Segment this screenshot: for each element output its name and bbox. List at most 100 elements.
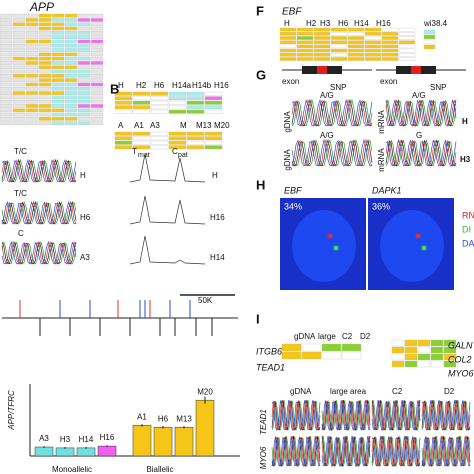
snp bbox=[317, 66, 327, 74]
cell bbox=[404, 346, 418, 354]
cell bbox=[423, 44, 436, 50]
cell bbox=[38, 18, 52, 22]
cell bbox=[90, 65, 104, 70]
trace bbox=[371, 399, 421, 431]
cell bbox=[38, 108, 52, 113]
cell bbox=[186, 96, 205, 101]
cell bbox=[51, 48, 65, 52]
cell bbox=[313, 40, 331, 44]
cell bbox=[381, 32, 399, 36]
cell bbox=[381, 27, 399, 32]
cell bbox=[25, 117, 39, 121]
trace bbox=[271, 436, 321, 467]
cell bbox=[38, 69, 52, 74]
cell bbox=[364, 48, 382, 53]
cell bbox=[12, 31, 26, 35]
cell bbox=[12, 86, 26, 91]
call: G bbox=[416, 131, 422, 140]
cell bbox=[168, 105, 187, 110]
cell bbox=[25, 61, 39, 65]
cell bbox=[25, 78, 39, 82]
row-label: MYO6 bbox=[259, 446, 268, 469]
cell bbox=[90, 56, 104, 61]
x-tick-label: A1 bbox=[137, 413, 147, 422]
cell bbox=[114, 145, 133, 150]
cell bbox=[132, 145, 151, 150]
cell bbox=[12, 61, 26, 65]
cell bbox=[25, 48, 39, 52]
cell bbox=[38, 121, 52, 125]
cell bbox=[301, 343, 322, 352]
cell bbox=[90, 121, 104, 125]
cell bbox=[12, 69, 26, 74]
panel-label: I bbox=[256, 311, 260, 326]
cell bbox=[168, 109, 187, 114]
cell bbox=[51, 56, 65, 61]
cell bbox=[90, 104, 104, 108]
cell bbox=[77, 112, 91, 117]
cell bbox=[77, 48, 91, 52]
trace bbox=[291, 98, 373, 127]
cell bbox=[0, 108, 13, 113]
trace bbox=[1, 240, 77, 265]
col: M13 bbox=[196, 121, 212, 130]
x-tick-label: H16 bbox=[100, 433, 115, 442]
cell bbox=[38, 117, 52, 121]
cell bbox=[0, 26, 13, 31]
cell bbox=[51, 26, 65, 31]
trace bbox=[385, 139, 457, 167]
cell bbox=[186, 140, 205, 145]
cell bbox=[90, 95, 104, 100]
cell bbox=[330, 44, 348, 49]
cell bbox=[12, 121, 26, 125]
cell bbox=[25, 99, 39, 104]
cell bbox=[186, 91, 205, 96]
cell bbox=[381, 48, 399, 53]
cell bbox=[443, 360, 457, 368]
cell bbox=[77, 86, 91, 91]
cell bbox=[186, 109, 205, 114]
col: H16 bbox=[376, 19, 391, 28]
trace bbox=[291, 138, 373, 167]
cell bbox=[296, 53, 314, 57]
cell bbox=[0, 35, 13, 39]
cell bbox=[204, 100, 223, 105]
cell bbox=[313, 27, 331, 32]
cell bbox=[364, 53, 382, 57]
trace bbox=[421, 435, 471, 467]
cell bbox=[64, 108, 78, 113]
cell bbox=[51, 99, 65, 104]
cell bbox=[51, 91, 65, 95]
cell bbox=[0, 52, 13, 57]
col: H6 bbox=[338, 19, 349, 28]
cell bbox=[114, 109, 133, 114]
legend: RN bbox=[462, 210, 474, 220]
cell bbox=[77, 69, 91, 74]
cell bbox=[51, 86, 65, 91]
cell bbox=[64, 99, 78, 104]
cell bbox=[204, 109, 223, 114]
cell bbox=[90, 26, 104, 31]
cell bbox=[64, 13, 78, 18]
trace bbox=[1, 200, 77, 225]
cell bbox=[321, 343, 342, 352]
trace bbox=[129, 153, 206, 183]
cell bbox=[417, 346, 431, 354]
cell bbox=[90, 91, 104, 95]
cell bbox=[38, 99, 52, 104]
trace bbox=[421, 436, 471, 467]
cell bbox=[77, 22, 91, 27]
cell bbox=[330, 36, 348, 40]
col: H14b bbox=[192, 81, 212, 90]
sample: H6 bbox=[80, 213, 91, 222]
cell bbox=[51, 61, 65, 65]
cell bbox=[25, 91, 39, 95]
cell bbox=[204, 140, 223, 145]
cell bbox=[77, 18, 91, 22]
cell bbox=[77, 78, 91, 82]
cell bbox=[381, 36, 399, 40]
trace bbox=[1, 158, 77, 183]
cell bbox=[296, 32, 314, 36]
cell bbox=[38, 86, 52, 91]
cell bbox=[347, 36, 365, 40]
